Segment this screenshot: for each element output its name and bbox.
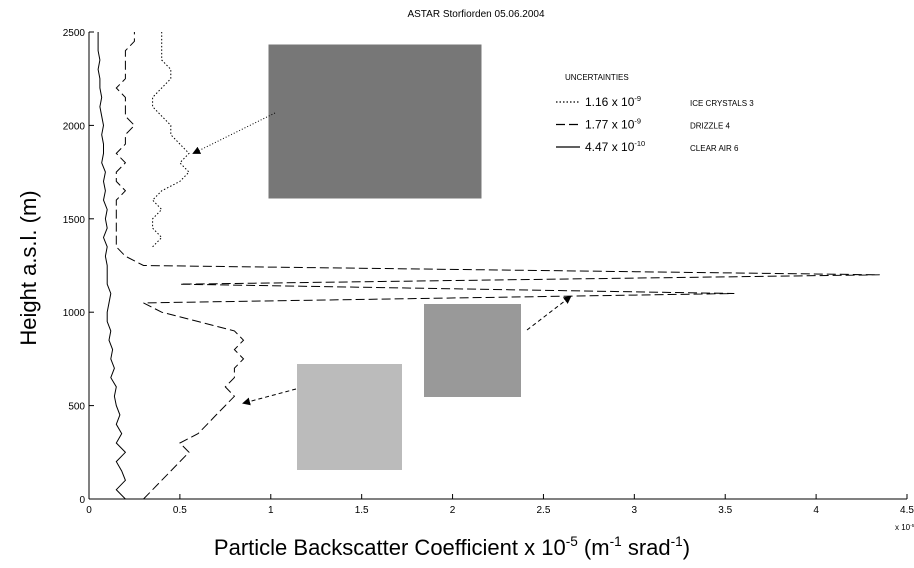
x-tick-label: 2.5 <box>536 505 550 516</box>
y-tick-label: 1000 <box>63 308 86 319</box>
profile-line <box>153 32 189 247</box>
legend-uncertainty: 1.77 x 10-9 <box>585 117 641 132</box>
x-axis-label-part: srad <box>622 535 671 560</box>
x-tick-label: 1.5 <box>355 505 369 516</box>
legend-uncertainty-part: 4.47 x 10 <box>585 140 635 154</box>
ice-crystal-photos <box>268 44 482 199</box>
legend-uncertainty-superscript: -10 <box>634 139 645 148</box>
x-multiplier-part: x 10 <box>895 523 911 532</box>
x-multiplier-superscript: -5 <box>910 523 914 529</box>
profile-line <box>116 32 879 499</box>
y-tick-label: 0 <box>79 495 85 506</box>
x-axis-label-superscript: -5 <box>566 534 578 549</box>
x-axis-label-superscript: -1 <box>610 534 622 549</box>
x-tick-label: 2 <box>450 505 456 516</box>
legend-title: UNCERTAINTIES <box>565 73 629 82</box>
y-axis-label: Height a.s.l. (m) <box>16 190 41 345</box>
profile-line <box>98 32 125 499</box>
x-axis-label-part: ) <box>683 535 690 560</box>
y-tick-label: 500 <box>68 402 85 413</box>
y-tick-label: 2500 <box>63 28 86 39</box>
chart-title: ASTAR Storfiorden 05.06.2004 <box>407 9 545 20</box>
x-axis-label-part: Particle Backscatter Coefficient x 10 <box>214 535 566 560</box>
legend-uncertainty-part: 1.77 x 10 <box>585 118 635 132</box>
arrow <box>527 297 570 330</box>
legend-label: CLEAR AIR 6 <box>690 144 739 153</box>
x-tick-label: 0.5 <box>173 505 187 516</box>
x-tick-label: 4.5 <box>900 505 914 516</box>
clear-air-photos <box>297 364 402 470</box>
x-axis-label-part: (m <box>578 535 610 560</box>
arrow <box>194 113 275 153</box>
x-axis-label: Particle Backscatter Coefficient x 10-5 … <box>214 534 690 560</box>
photo-insets <box>268 44 521 470</box>
legend-uncertainty-superscript: -9 <box>634 94 641 103</box>
x-tick-label: 3 <box>632 505 638 516</box>
x-tick-label: 4 <box>813 505 819 516</box>
drizzle-photos <box>424 304 521 397</box>
x-multiplier: x 10-5 <box>895 523 914 532</box>
legend-label: ICE CRYSTALS 3 <box>690 99 754 108</box>
legend-uncertainty: 1.16 x 10-9 <box>585 94 641 109</box>
chart: ASTAR Storfiorden 05.06.2004 Height a.s.… <box>0 0 914 568</box>
arrow <box>244 389 296 403</box>
legend-uncertainty-superscript: -9 <box>634 117 641 126</box>
y-tick-label: 1500 <box>63 215 86 226</box>
legend-uncertainty-part: 1.16 x 10 <box>585 95 635 109</box>
x-tick-label: 3.5 <box>718 505 732 516</box>
page: {"chart_data": {"type": "line", "title":… <box>0 0 914 568</box>
y-tick-label: 2000 <box>63 121 86 132</box>
x-axis-label-superscript: -1 <box>671 534 683 549</box>
x-tick-label: 1 <box>268 505 274 516</box>
legend-label: DRIZZLE 4 <box>690 122 731 131</box>
legend-uncertainty: 4.47 x 10-10 <box>585 139 645 154</box>
x-tick-label: 0 <box>86 505 92 516</box>
